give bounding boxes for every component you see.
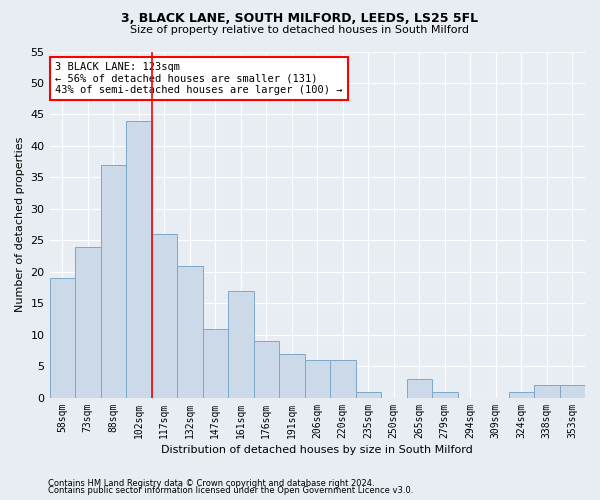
Bar — [279, 354, 305, 398]
Text: Size of property relative to detached houses in South Milford: Size of property relative to detached ho… — [131, 25, 470, 35]
Bar — [228, 291, 254, 398]
Bar — [560, 386, 585, 398]
Bar — [203, 328, 228, 398]
Bar — [50, 278, 75, 398]
Y-axis label: Number of detached properties: Number of detached properties — [15, 137, 25, 312]
Bar — [126, 121, 152, 398]
Bar — [254, 342, 279, 398]
Bar — [101, 165, 126, 398]
Text: Contains public sector information licensed under the Open Government Licence v3: Contains public sector information licen… — [48, 486, 413, 495]
Bar — [330, 360, 356, 398]
Bar — [75, 247, 101, 398]
X-axis label: Distribution of detached houses by size in South Milford: Distribution of detached houses by size … — [161, 445, 473, 455]
Bar — [407, 379, 432, 398]
Bar — [356, 392, 381, 398]
Text: 3, BLACK LANE, SOUTH MILFORD, LEEDS, LS25 5FL: 3, BLACK LANE, SOUTH MILFORD, LEEDS, LS2… — [121, 12, 479, 26]
Bar — [152, 234, 177, 398]
Text: 3 BLACK LANE: 123sqm
← 56% of detached houses are smaller (131)
43% of semi-deta: 3 BLACK LANE: 123sqm ← 56% of detached h… — [55, 62, 343, 95]
Text: Contains HM Land Registry data © Crown copyright and database right 2024.: Contains HM Land Registry data © Crown c… — [48, 478, 374, 488]
Bar — [305, 360, 330, 398]
Bar — [432, 392, 458, 398]
Bar — [534, 386, 560, 398]
Bar — [177, 266, 203, 398]
Bar — [509, 392, 534, 398]
